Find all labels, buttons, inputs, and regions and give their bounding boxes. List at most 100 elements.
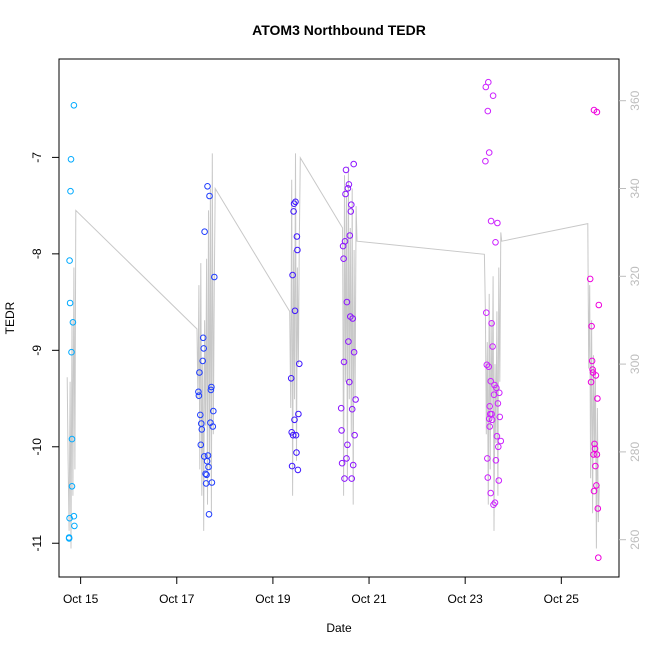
data-point-group-4 <box>342 166 350 174</box>
data-point-group-6 <box>593 108 601 116</box>
data-point-group-3 <box>294 466 302 474</box>
data-point-group-2 <box>209 423 217 430</box>
data-point-group-5 <box>487 377 495 385</box>
data-point-group-3 <box>293 233 301 240</box>
data-point-group-5 <box>485 363 493 371</box>
axes-layer: Oct 15 Oct 17 Oct 19 Oct 21 Oct 23 Oct 25 -7 -8… <box>30 90 642 606</box>
data-point-group-1 <box>71 522 78 530</box>
data-point-group-5 <box>489 343 496 350</box>
x-axis-label: Date <box>326 621 352 635</box>
data-point-group-1 <box>69 319 77 326</box>
data-point-group-6 <box>588 322 595 330</box>
data-point-group-6 <box>592 372 600 379</box>
y2-tick-label: 280 <box>628 442 642 462</box>
data-point-group-5 <box>487 489 495 497</box>
data-point-group-4 <box>341 238 349 245</box>
y-tick-label: -11 <box>30 535 44 552</box>
data-point-group-2 <box>200 345 207 352</box>
data-point-group-4 <box>351 431 358 439</box>
data-point-group-4 <box>352 396 359 403</box>
data-point-group-6 <box>588 357 596 365</box>
x-tick-label: Oct 25 <box>544 592 580 606</box>
data-point-group-5 <box>496 413 504 421</box>
data-point-group-6 <box>591 445 599 453</box>
data-point-group-4 <box>345 338 352 345</box>
data-point-group-5 <box>492 457 500 464</box>
data-point-group-3 <box>295 410 302 418</box>
data-point-group-6 <box>593 482 600 489</box>
data-point-group-5 <box>485 149 493 156</box>
data-point-group-4 <box>348 475 356 482</box>
data-point-group-5 <box>483 361 491 369</box>
data-point-group-4 <box>347 208 355 215</box>
secondary-line-layer <box>66 153 600 549</box>
y-tick-label: -7 <box>30 152 44 163</box>
data-point-group-3 <box>288 462 296 470</box>
x-tick-label: Oct 19 <box>255 592 291 606</box>
data-points-layer <box>65 78 603 562</box>
data-point-group-4 <box>349 315 357 322</box>
data-point-group-5 <box>494 219 501 227</box>
data-point-group-2 <box>197 411 204 419</box>
data-point-group-4 <box>348 201 355 208</box>
data-point-group-5 <box>482 157 489 165</box>
data-point-group-4 <box>340 358 348 366</box>
data-point-group-2 <box>205 511 213 518</box>
data-point-group-3 <box>296 360 303 368</box>
data-point-group-3 <box>289 431 297 439</box>
data-point-group-4 <box>350 348 358 356</box>
data-point-group-3 <box>294 246 301 254</box>
y-tick-label: -9 <box>30 345 44 356</box>
data-point-group-1 <box>67 187 74 195</box>
data-point-group-4 <box>341 475 348 482</box>
data-point-group-4 <box>346 378 353 386</box>
data-point-group-2 <box>208 383 215 391</box>
data-point-group-6 <box>595 301 603 309</box>
data-point-group-1 <box>70 512 78 520</box>
data-point-group-4 <box>342 190 349 198</box>
data-point-group-2 <box>197 441 205 449</box>
data-point-group-5 <box>491 499 499 507</box>
data-point-group-2 <box>203 471 210 479</box>
data-point-group-3 <box>292 431 300 439</box>
data-point-group-2 <box>207 386 215 394</box>
data-point-group-6 <box>590 451 597 458</box>
y-axis-label: TEDR <box>3 301 17 334</box>
data-point-group-4 <box>349 461 357 469</box>
y2-tick-label: 260 <box>628 529 642 549</box>
data-point-group-5 <box>489 92 497 99</box>
data-point-group-6 <box>592 462 599 470</box>
data-point-group-6 <box>586 275 594 283</box>
data-point-group-4 <box>340 255 347 263</box>
plot-frame <box>58 58 620 578</box>
chart-title: ATOM3 Northbound TEDR <box>252 22 426 38</box>
data-point-group-5 <box>496 389 503 397</box>
data-point-group-6 <box>587 378 595 386</box>
x-tick-label: Oct 15 <box>63 592 99 606</box>
data-point-group-3 <box>290 200 298 207</box>
y2-tick-label: 300 <box>628 354 642 374</box>
data-point-group-2 <box>196 369 203 376</box>
data-point-group-5 <box>493 432 501 440</box>
data-point-group-2 <box>211 273 218 281</box>
data-point-group-5 <box>485 78 492 86</box>
data-point-group-5 <box>490 501 497 509</box>
data-point-group-2 <box>210 407 217 415</box>
data-point-group-2 <box>198 426 206 433</box>
data-point-group-6 <box>594 505 602 512</box>
y2-tick-label: 320 <box>628 266 642 286</box>
data-point-group-3 <box>291 416 298 424</box>
y-tick-label: -10 <box>30 438 44 456</box>
data-point-group-2 <box>204 183 211 190</box>
data-point-group-1 <box>65 535 73 542</box>
y2-tick-label: 360 <box>628 90 642 110</box>
data-point-group-4 <box>344 441 351 449</box>
data-point-group-2 <box>199 357 206 365</box>
data-point-group-4 <box>345 181 353 188</box>
data-point-group-3 <box>293 449 300 456</box>
data-point-group-1 <box>68 435 76 443</box>
data-point-group-5 <box>487 217 495 225</box>
data-point-group-6 <box>591 440 598 448</box>
data-point-group-6 <box>595 554 602 562</box>
data-point-group-3 <box>290 208 297 215</box>
